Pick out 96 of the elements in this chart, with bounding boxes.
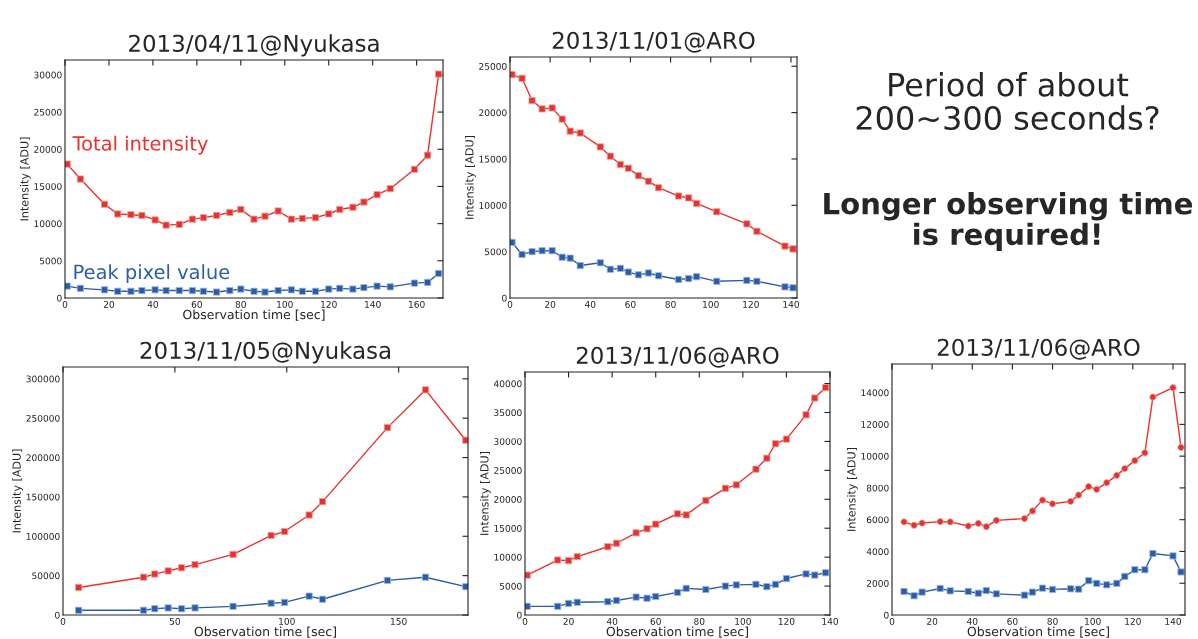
x-tick-label: 40 <box>606 617 618 625</box>
x-tick-label: 80 <box>694 617 705 625</box>
y-tick-label: 10000 <box>861 452 889 460</box>
y-tick-label: 25000 <box>34 108 62 116</box>
x-tick-label: 40 <box>147 300 159 308</box>
y-tick-label: 5000 <box>39 257 62 265</box>
y-tick-label: 15000 <box>479 155 507 163</box>
x-tick-label: 120 <box>321 300 337 308</box>
x-tick-label: 120 <box>1125 617 1141 625</box>
chart-title: 2013/04/11@Nyukasa <box>129 34 379 57</box>
y-tick-label: 200000 <box>26 454 60 462</box>
x-tick-label: 100 <box>279 617 295 625</box>
y-axis-title: Intensity [ADU] <box>846 448 858 531</box>
y-tick-label: 300000 <box>26 375 60 383</box>
x-tick-label: 140 <box>365 300 381 308</box>
y-axis-title: Intensity [ADU] <box>464 136 476 219</box>
y-tick-label: 4000 <box>866 548 889 556</box>
x-tick-label: 120 <box>778 617 795 625</box>
y-tick-label: 0 <box>55 611 60 619</box>
point <box>1049 585 1057 593</box>
x-tick-label: 100 <box>277 300 293 308</box>
y-axis-title: Intensity [ADU] <box>19 137 31 221</box>
x-tick-label: 140 <box>822 617 839 625</box>
point <box>612 596 621 605</box>
x-tick-label: 80 <box>1047 617 1058 625</box>
x-tick-label: 20 <box>545 300 556 308</box>
y-axis-title: Intensity [ADU] <box>12 449 23 533</box>
x-tick-label: 80 <box>235 300 246 308</box>
x-axis-title: Observation time [sec] <box>194 626 336 638</box>
text: Period of about 200~300 seconds? <box>856 72 1159 131</box>
y-tick-label: 20000 <box>479 109 507 117</box>
x-tick-label: 60 <box>191 300 202 308</box>
y-tick-label: 0 <box>502 294 507 302</box>
chart-title: 2013/11/06@ARO <box>576 346 779 368</box>
x-tick-label: 140 <box>783 300 799 308</box>
y-tick-label: 8000 <box>866 484 889 492</box>
x-axis-title: Observation time [sec] <box>606 626 748 638</box>
y-tick-label: 0 <box>57 294 62 302</box>
x-tick-label: 20 <box>927 617 938 625</box>
chart-title: 2013/11/01@ARO <box>552 31 755 53</box>
point <box>383 424 391 432</box>
x-tick-label: 140 <box>1165 617 1181 625</box>
y-tick-label: 30000 <box>34 71 62 79</box>
y-tick-label: 5000 <box>499 582 522 590</box>
y-tick-label: 2000 <box>866 579 889 587</box>
y-tick-label: 12000 <box>861 421 889 428</box>
x-tick-label: 40 <box>966 617 978 625</box>
y-tick-label: 150000 <box>26 493 60 501</box>
y-tick-label: 10000 <box>494 553 522 561</box>
x-tick-label: 0 <box>62 300 68 308</box>
y-tick-label: 100000 <box>26 533 60 540</box>
series-label: Total intensity <box>72 135 208 155</box>
y-tick-label: 15000 <box>494 524 522 532</box>
x-tick-label: 100 <box>735 617 751 625</box>
x-tick-label: 50 <box>169 617 181 625</box>
y-tick-label: 10000 <box>34 220 62 228</box>
y-tick-label: 10000 <box>479 202 507 209</box>
point <box>565 599 573 607</box>
y-tick-label: 5000 <box>484 248 507 256</box>
x-tick-label: 60 <box>1007 617 1018 625</box>
point <box>280 528 289 536</box>
chart-title: 2013/11/05@Nyukasa <box>140 341 390 364</box>
y-tick-label: 250000 <box>26 414 60 422</box>
y-tick-label: 20000 <box>34 145 62 153</box>
y-tick-label: 15000 <box>34 183 62 190</box>
x-tick-label: 0 <box>889 617 895 625</box>
y-tick-label: 20000 <box>494 496 522 503</box>
y-tick-label: 0 <box>517 611 522 619</box>
x-tick-label: 100 <box>1085 617 1101 625</box>
x-axis-title: Observation time [sec] <box>183 309 325 321</box>
x-tick-label: 0 <box>522 617 528 625</box>
y-tick-label: 40000 <box>493 380 522 388</box>
y-tick-label: 14000 <box>861 389 889 397</box>
y-tick-label: 50000 <box>32 572 60 580</box>
y-tick-label: 6000 <box>866 516 889 524</box>
y-tick-label: 0 <box>884 611 889 619</box>
y-tick-label: 25000 <box>479 63 507 70</box>
x-tick-label: 160 <box>409 300 425 308</box>
y-tick-label: 30000 <box>494 438 522 445</box>
x-tick-label: 60 <box>650 617 661 625</box>
x-axis-title: Observation time [sec] <box>967 626 1109 638</box>
x-tick-label: 80 <box>665 300 676 308</box>
x-tick-label: 20 <box>103 300 115 308</box>
x-tick-label: 150 <box>391 617 407 625</box>
text: Longer observing time is required! <box>824 192 1193 251</box>
y-tick-label: 25000 <box>494 467 522 474</box>
point <box>616 160 624 169</box>
x-tick-label: 120 <box>743 300 759 308</box>
y-tick-label: 35000 <box>494 409 522 417</box>
x-tick-label: 60 <box>625 300 636 308</box>
x-tick-label: 40 <box>584 300 596 308</box>
series-label: Peak pixel value <box>74 264 230 283</box>
chart-title: 2013/11/06@ARO <box>937 338 1140 360</box>
x-tick-label: 100 <box>703 300 719 308</box>
x-tick-label: 20 <box>563 617 574 625</box>
y-axis-title: Intensity [ADU] <box>479 452 491 535</box>
